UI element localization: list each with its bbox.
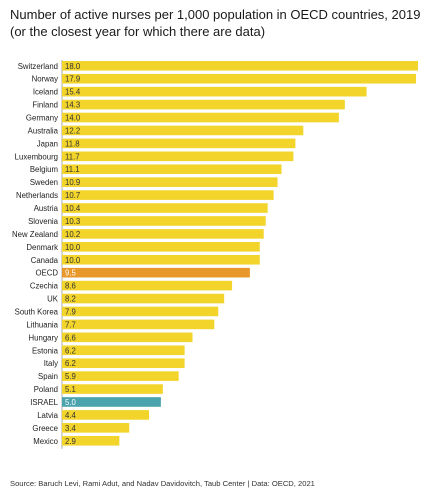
category-label: Iceland <box>33 88 58 97</box>
bar-south-korea <box>62 306 219 317</box>
bar-mexico <box>62 435 120 446</box>
category-label: Japan <box>37 139 58 148</box>
category-label: Australia <box>28 126 59 135</box>
bar-denmark <box>62 242 260 252</box>
value-label: 8.6 <box>65 282 76 291</box>
bar-greece <box>62 423 130 433</box>
value-label: 2.9 <box>65 437 76 446</box>
bar-slovenia <box>62 216 266 226</box>
bar-luxembourg <box>62 151 294 162</box>
bar-sweden <box>62 177 278 187</box>
category-label: Mexico <box>33 437 58 446</box>
bar-oecd <box>62 267 250 278</box>
value-label: 6.2 <box>65 346 76 355</box>
bar-canada <box>62 254 260 265</box>
category-label: OECD <box>35 269 58 278</box>
value-label: 3.4 <box>65 424 77 433</box>
category-label: Denmark <box>26 243 58 252</box>
category-label: Norway <box>32 75 59 84</box>
category-label: Latvia <box>37 411 58 420</box>
category-label: Slovenia <box>28 217 59 226</box>
source-footnote: Source: Baruch Levi, Rami Adut, and Nada… <box>10 479 315 488</box>
bar-israel <box>62 397 161 407</box>
value-label: 7.7 <box>65 320 76 329</box>
value-label: 14.3 <box>65 101 80 110</box>
value-label: 18.0 <box>65 62 81 71</box>
title-line-2: (or the closest year for which there are… <box>10 24 266 39</box>
category-label: New Zealand <box>12 230 58 239</box>
category-label: Greece <box>32 424 58 433</box>
value-label: 12.2 <box>65 126 80 135</box>
value-label: 11.7 <box>65 152 80 161</box>
bar-lithuania <box>62 319 215 330</box>
category-label: Canada <box>31 256 59 265</box>
category-label: Spain <box>38 372 58 381</box>
bar-czechia <box>62 280 233 291</box>
bar-switzerland <box>62 61 418 71</box>
value-label: 11.1 <box>65 165 80 174</box>
value-label: 4.4 <box>65 411 77 420</box>
bar-new-zealand <box>62 229 264 239</box>
category-label: Netherlands <box>16 191 58 200</box>
value-label: 5.9 <box>65 372 76 381</box>
category-label: Sweden <box>30 178 58 187</box>
category-label: Austria <box>34 204 59 213</box>
category-label: South Korea <box>15 307 59 316</box>
value-label: 10.9 <box>65 178 80 187</box>
category-label: Estonia <box>32 346 59 355</box>
category-label: Luxembourg <box>15 152 58 161</box>
bar-belgium <box>62 164 282 175</box>
bar-estonia <box>62 345 185 356</box>
value-label: 11.8 <box>65 139 80 148</box>
title-line-1: Number of active nurses per 1,000 popula… <box>10 7 421 22</box>
category-label: Poland <box>34 385 58 394</box>
bar-finland <box>62 99 345 110</box>
value-label: 10.2 <box>65 230 80 239</box>
value-label: 5.0 <box>65 398 77 407</box>
value-label: 7.9 <box>65 307 76 316</box>
value-label: 17.9 <box>65 75 80 84</box>
bar-uk <box>62 293 225 304</box>
category-label: Lithuania <box>26 320 58 329</box>
bar-poland <box>62 384 163 394</box>
value-label: 5.1 <box>65 385 76 394</box>
category-label: UK <box>47 295 59 304</box>
bar-iceland <box>62 86 367 97</box>
value-label: 10.3 <box>65 217 80 226</box>
value-label: 15.4 <box>65 88 81 97</box>
bar-norway <box>62 73 417 84</box>
value-label: 14.0 <box>65 114 81 123</box>
category-label: Italy <box>44 359 58 368</box>
bar-latvia <box>62 410 150 420</box>
category-label: Switzerland <box>18 62 58 71</box>
value-label: 10.7 <box>65 191 80 200</box>
category-label: Germany <box>26 114 58 123</box>
value-label: 10.0 <box>65 256 81 265</box>
bar-japan <box>62 138 296 149</box>
category-label: Belgium <box>30 165 58 174</box>
bar-netherlands <box>62 190 274 200</box>
bar-italy <box>62 358 185 368</box>
value-label: 9.5 <box>65 269 77 278</box>
category-label: Czechia <box>30 282 59 291</box>
bar-austria <box>62 203 268 213</box>
value-label: 8.2 <box>65 295 76 304</box>
value-label: 6.6 <box>65 333 76 342</box>
category-label: Finland <box>32 101 58 110</box>
bar-hungary <box>62 332 193 343</box>
bar-germany <box>62 112 339 123</box>
bar-australia <box>62 125 304 136</box>
value-label: 10.0 <box>65 243 81 252</box>
chart-title: Number of active nurses per 1,000 popula… <box>10 6 430 40</box>
category-label: ISRAEL <box>30 398 58 407</box>
value-label: 10.4 <box>65 204 81 213</box>
bar-spain <box>62 371 179 381</box>
value-label: 6.2 <box>65 359 76 368</box>
category-label: Hungary <box>29 333 59 342</box>
